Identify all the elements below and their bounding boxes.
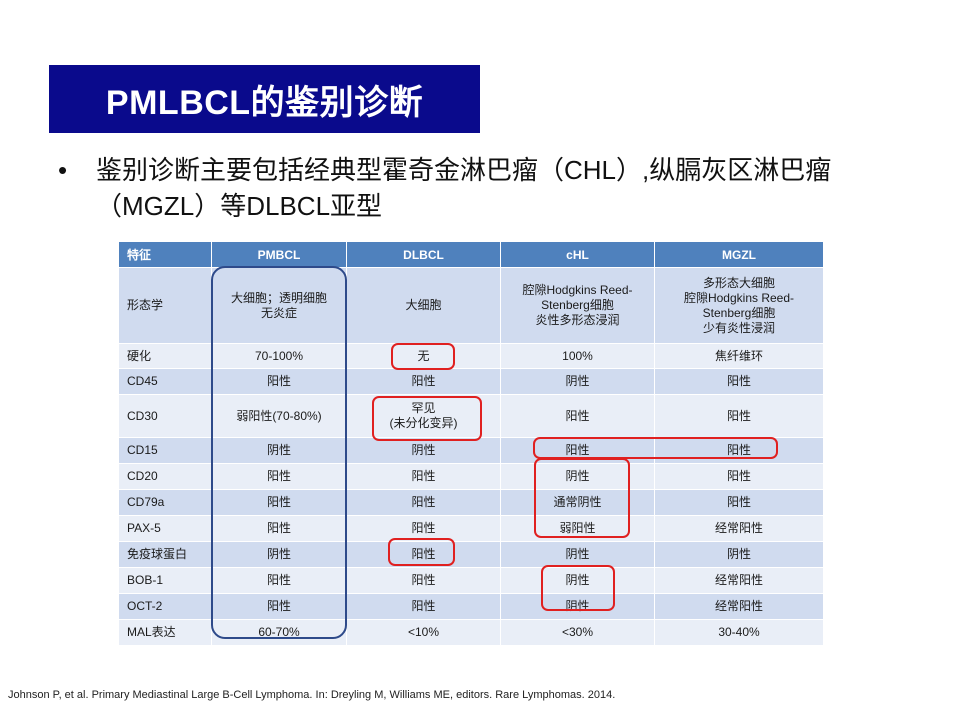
table-cell-feature: OCT-2 <box>118 593 212 620</box>
table-cell-pmbcl: 阳性 <box>211 567 347 594</box>
table-row: OCT-2 阳性 阳性 阴性 经常阳性 <box>118 593 824 620</box>
table-cell-feature: 形态学 <box>118 267 212 344</box>
table-cell-pmbcl: 阳性 <box>211 515 347 542</box>
table-cell-feature: 硬化 <box>118 343 212 369</box>
bullet-point: • 鉴别诊断主要包括经典型霍奇金淋巴瘤（CHL）,纵膈灰区淋巴瘤（MGZL）等D… <box>58 152 918 224</box>
table-cell-chl: 阴性 <box>500 593 655 620</box>
table-cell-feature: BOB-1 <box>118 567 212 594</box>
table-cell-chl: 阳性 <box>500 437 655 464</box>
comparison-table-wrapper: 特征 PMBCL DLBCL cHL MGZL 形态学 大细胞；透明细胞 无炎症大… <box>118 241 824 646</box>
table-row: 免疫球蛋白 阴性 阳性 阴性 阴性 <box>118 541 824 568</box>
header-cell-mgzl: MGZL <box>654 241 824 268</box>
table-cell-pmbcl: 70-100% <box>211 343 347 369</box>
table-cell-mgzl: 经常阳性 <box>654 567 824 594</box>
table-cell-mgzl: 阳性 <box>654 463 824 490</box>
table-cell-mgzl: 经常阳性 <box>654 593 824 620</box>
table-cell-mgzl: 多形态大细胞 腔隙Hodgkins Reed- Stenberg细胞 少有炎性浸… <box>654 267 824 344</box>
table-cell-pmbcl: 阳性 <box>211 489 347 516</box>
table-cell-feature: CD20 <box>118 463 212 490</box>
table-cell-feature: CD79a <box>118 489 212 516</box>
table-cell-mgzl: 阳性 <box>654 489 824 516</box>
table-cell-dlbcl: 阳性 <box>346 593 501 620</box>
table-cell-dlbcl: 无 <box>346 343 501 369</box>
table-cell-pmbcl: 阳性 <box>211 463 347 490</box>
table-cell-feature: CD45 <box>118 368 212 395</box>
bullet-marker: • <box>58 155 68 185</box>
header-cell-chl: cHL <box>500 241 655 268</box>
table-cell-feature: MAL表达 <box>118 619 212 646</box>
table-row: CD20 阳性 阳性 阴性 阳性 <box>118 463 824 490</box>
table-cell-mgzl: 阳性 <box>654 368 824 395</box>
header-cell-feature: 特征 <box>118 241 212 268</box>
table-cell-dlbcl: 阳性 <box>346 368 501 395</box>
header-cell-dlbcl: DLBCL <box>346 241 501 268</box>
comparison-table: 特征 PMBCL DLBCL cHL MGZL 形态学 大细胞；透明细胞 无炎症大… <box>118 241 824 646</box>
table-cell-mgzl: 30-40% <box>654 619 824 646</box>
table-row: CD15 阴性 阴性 阳性 阳性 <box>118 437 824 464</box>
table-cell-mgzl: 焦纤维环 <box>654 343 824 369</box>
table-cell-pmbcl: 阳性 <box>211 593 347 620</box>
table-row: CD45 阳性 阳性 阴性 阳性 <box>118 368 824 395</box>
citation: Johnson P, et al. Primary Mediastinal La… <box>8 689 616 701</box>
table-header-row: 特征 PMBCL DLBCL cHL MGZL <box>118 241 824 268</box>
table-cell-pmbcl: 阳性 <box>211 368 347 395</box>
table-row: 硬化 70-100% 无 100% 焦纤维环 <box>118 343 824 369</box>
table-cell-dlbcl: 阴性 <box>346 437 501 464</box>
table-cell-mgzl: 阳性 <box>654 437 824 464</box>
table-cell-dlbcl: 阳性 <box>346 567 501 594</box>
table-cell-mgzl: 经常阳性 <box>654 515 824 542</box>
table-row: MAL表达 60-70% <10% <30% 30-40% <box>118 619 824 646</box>
table-row: CD79a 阳性 阳性 通常阴性 阳性 <box>118 489 824 516</box>
table-cell-dlbcl: 阳性 <box>346 515 501 542</box>
slide-title: PMLBCL的鉴别诊断 <box>49 65 480 133</box>
table-row: BOB-1 阳性 阳性 阴性 经常阳性 <box>118 567 824 594</box>
table-row: 形态学 大细胞；透明细胞 无炎症 大细胞 腔隙Hodgkins Reed- Stenb… <box>118 267 824 344</box>
table-cell-dlbcl: 阳性 <box>346 489 501 516</box>
table-cell-chl: 阴性 <box>500 463 655 490</box>
table-cell-mgzl: 阳性 <box>654 394 824 438</box>
table-cell-dlbcl: 阳性 <box>346 463 501 490</box>
table-cell-chl: 100% <box>500 343 655 369</box>
table-cell-mgzl: 阴性 <box>654 541 824 568</box>
table-cell-chl: 弱阳性 <box>500 515 655 542</box>
table-cell-feature: 免疫球蛋白 <box>118 541 212 568</box>
table-cell-pmbcl: 阴性 <box>211 437 347 464</box>
bullet-text: 鉴别诊断主要包括经典型霍奇金淋巴瘤（CHL）,纵膈灰区淋巴瘤（MGZL）等DLB… <box>96 155 832 221</box>
table-cell-dlbcl: 罕见 (未分化变异) <box>346 394 501 438</box>
table-cell-chl: 阴性 <box>500 368 655 395</box>
table-cell-pmbcl: 弱阳性(70-80%) <box>211 394 347 438</box>
table-row: PAX-5 阳性 阳性 弱阳性 经常阳性 <box>118 515 824 542</box>
table-cell-chl: 通常阴性 <box>500 489 655 516</box>
table-cell-chl: 腔隙Hodgkins Reed- Stenberg细胞 炎性多形态浸润 <box>500 267 655 344</box>
table-cell-feature: CD15 <box>118 437 212 464</box>
table-cell-dlbcl: 大细胞 <box>346 267 501 344</box>
table-cell-chl: <30% <box>500 619 655 646</box>
table-cell-chl: 阴性 <box>500 567 655 594</box>
table-cell-feature: CD30 <box>118 394 212 438</box>
table-cell-pmbcl: 60-70% <box>211 619 347 646</box>
slide-title-text: PMLBCL的鉴别诊断 <box>105 83 424 122</box>
table-cell-pmbcl: 大细胞；透明细胞 无炎症 <box>211 267 347 344</box>
table-cell-chl: 阳性 <box>500 394 655 438</box>
table-cell-feature: PAX-5 <box>118 515 212 542</box>
table-cell-dlbcl: 阳性 <box>346 541 501 568</box>
table-body: 形态学 大细胞；透明细胞 无炎症 大细胞 腔隙Hodgkins Reed- Stenb… <box>118 267 824 646</box>
table-cell-pmbcl: 阴性 <box>211 541 347 568</box>
header-cell-pmbcl: PMBCL <box>211 241 347 268</box>
table-cell-chl: 阴性 <box>500 541 655 568</box>
table-row: CD30 弱阳性(70-80%) 罕见 (未分化变异) 阳性 阳性 <box>118 394 824 438</box>
table-cell-dlbcl: <10% <box>346 619 501 646</box>
